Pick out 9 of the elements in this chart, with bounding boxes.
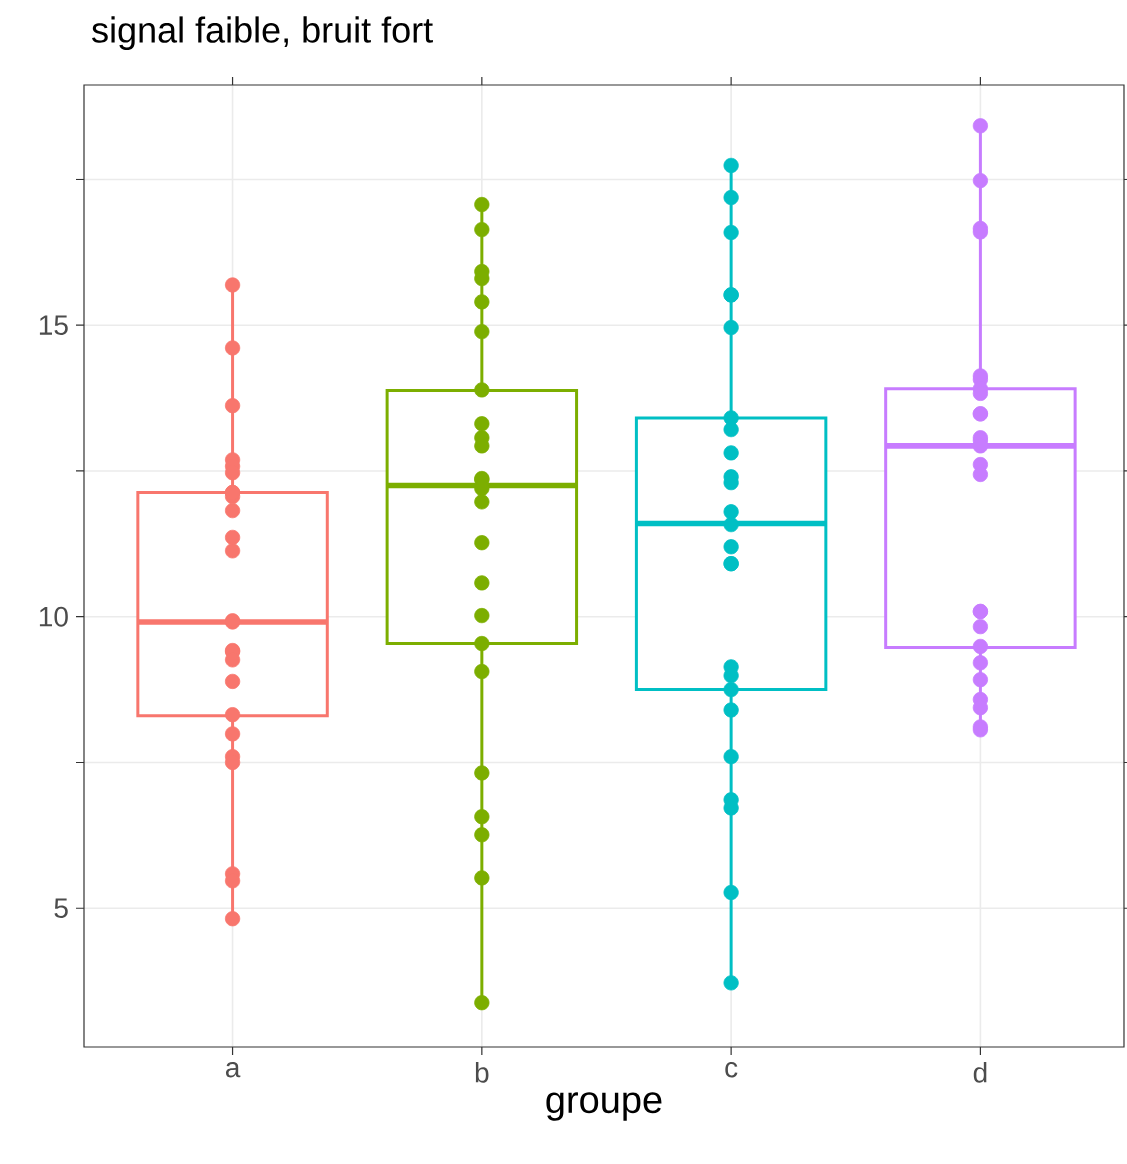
- x-tick-label: d: [973, 1062, 987, 1083]
- y-tick-label: 15: [39, 315, 68, 335]
- chart-title: signal faible, bruit fort: [92, 16, 433, 50]
- x-tick-label: c: [725, 1062, 738, 1078]
- y-tick-label: 10: [39, 606, 68, 627]
- x-axis-title: groupe: [546, 1092, 662, 1121]
- y-tick-label: 5: [54, 898, 68, 919]
- x-tick-label: b: [475, 1062, 489, 1083]
- x-tick-label: a: [225, 1062, 241, 1078]
